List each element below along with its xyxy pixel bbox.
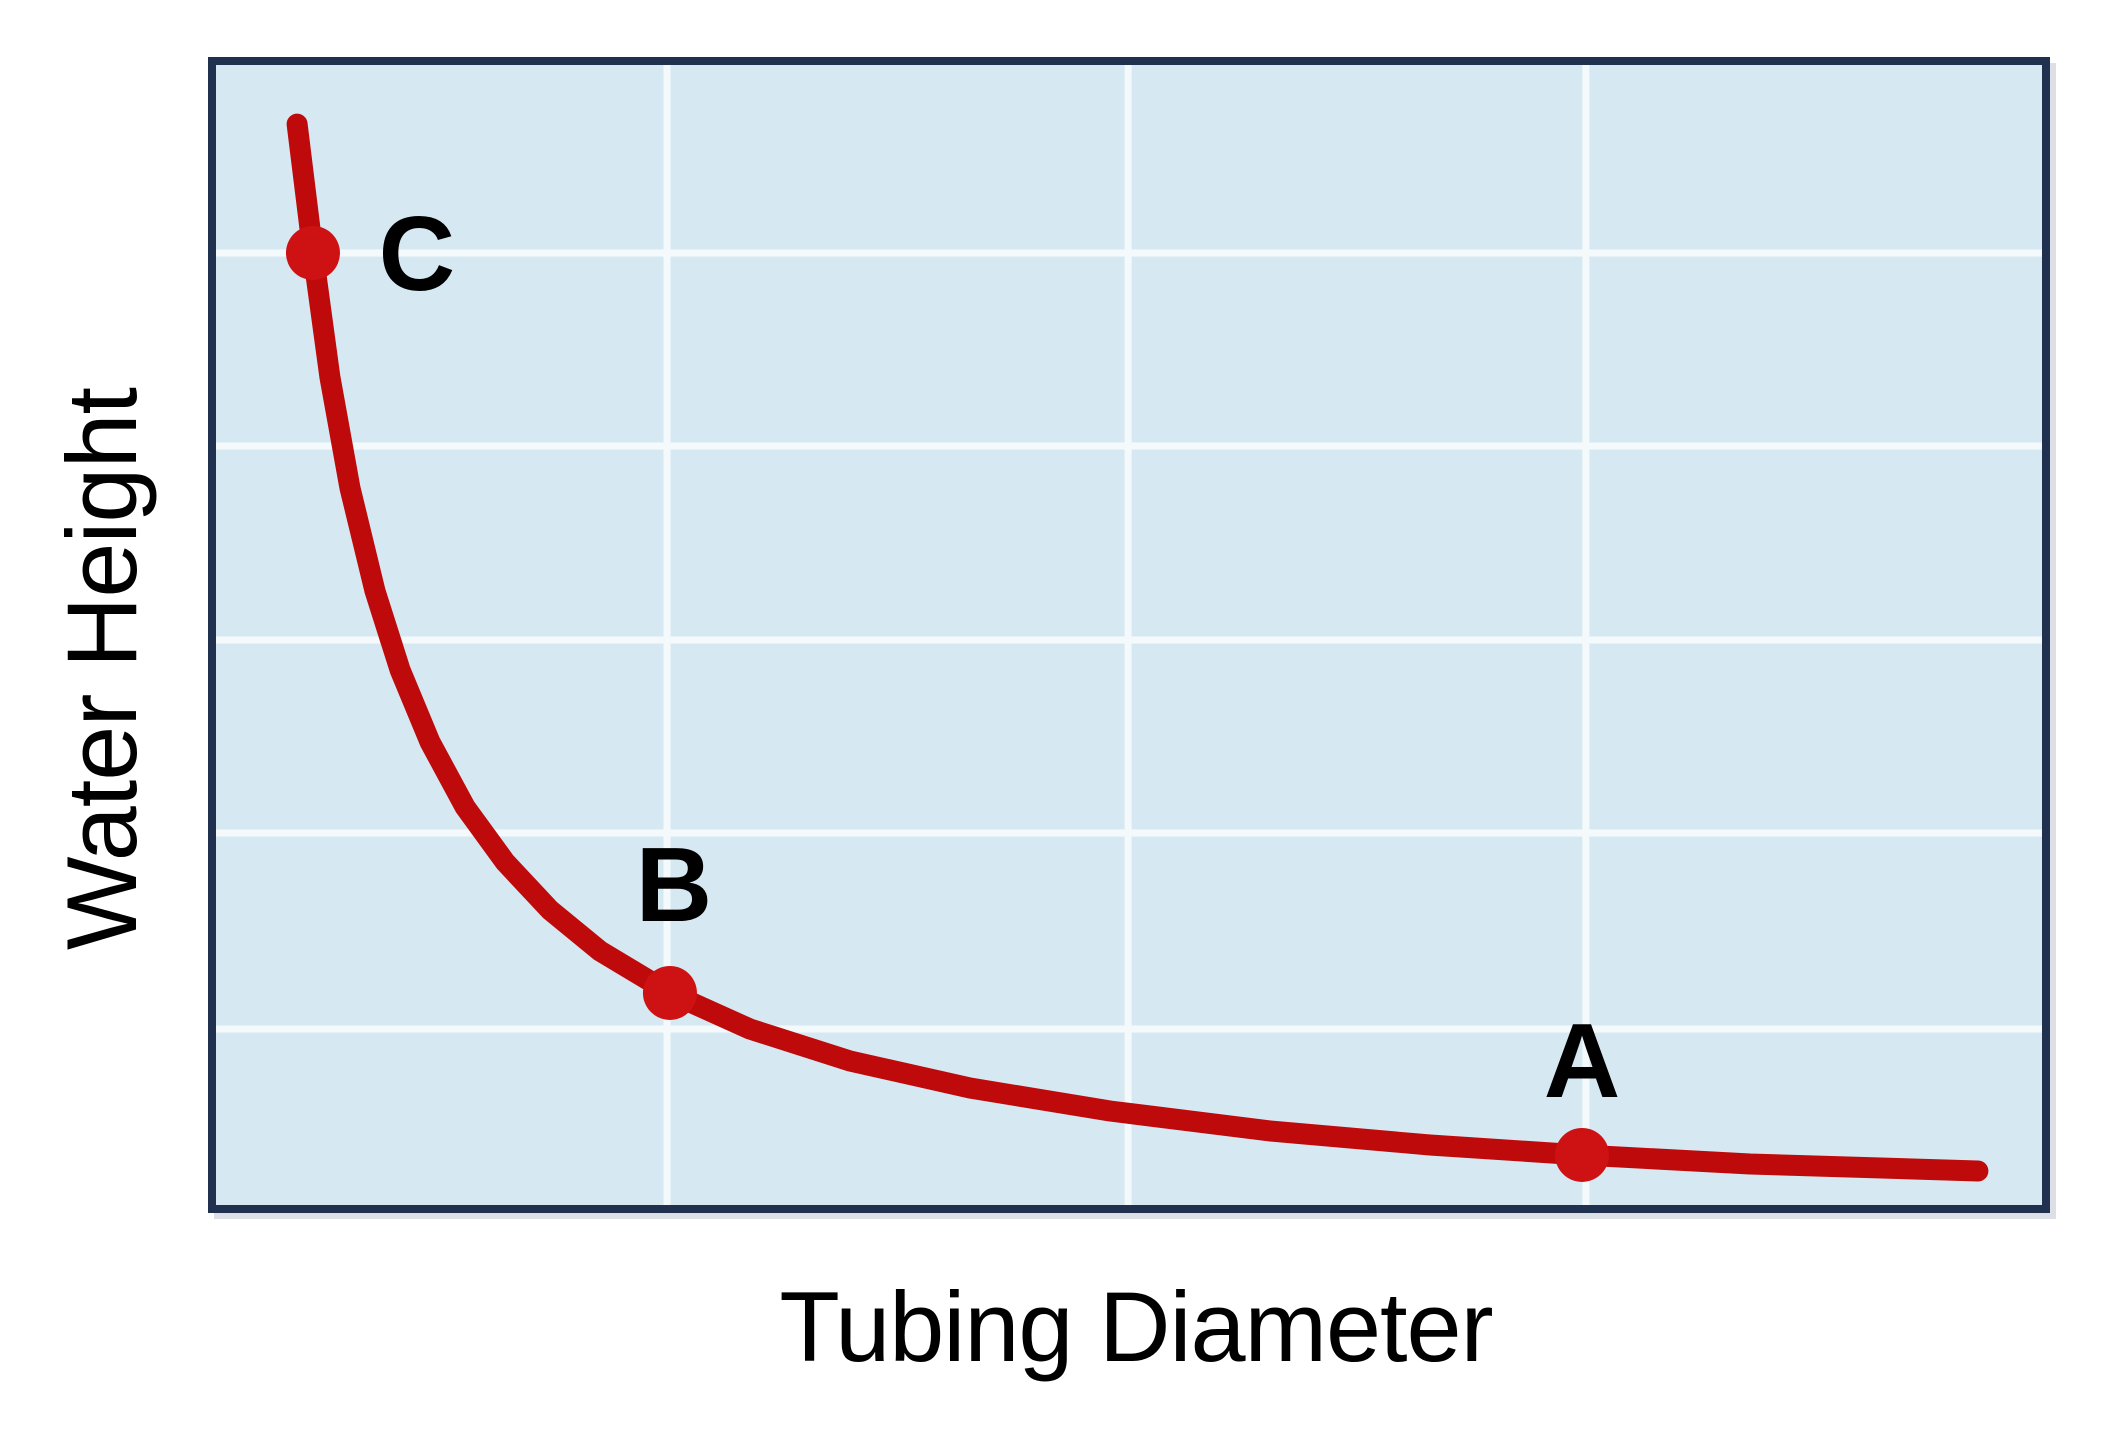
water-height-curve — [286, 113, 1989, 1182]
point-label-b: B — [636, 826, 713, 944]
point-marker-c — [285, 225, 340, 280]
y-axis-label: Water Height — [46, 387, 157, 951]
point-label-a: A — [1544, 1002, 1621, 1120]
point-marker-b — [642, 965, 697, 1020]
x-axis-label: Tubing Diameter — [779, 1271, 1493, 1382]
point-marker-a — [1555, 1127, 1610, 1182]
point-label-c: C — [379, 195, 456, 313]
